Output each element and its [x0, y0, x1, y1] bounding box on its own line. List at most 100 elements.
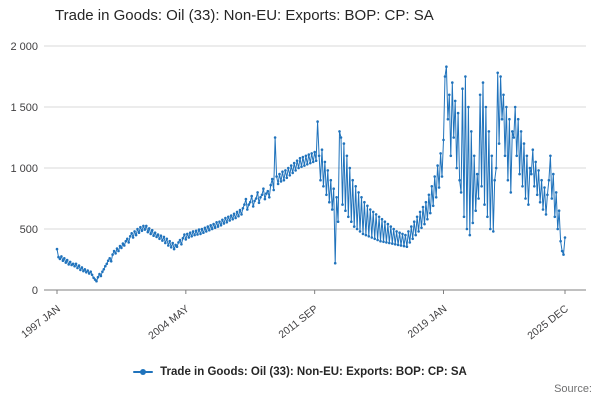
series-marker: [225, 221, 229, 224]
series-marker: [452, 136, 456, 139]
series-marker: [120, 246, 123, 250]
series-marker: [259, 196, 262, 199]
series-marker: [562, 253, 565, 256]
series-marker: [253, 199, 256, 203]
series-marker: [306, 163, 309, 166]
series-marker: [314, 159, 318, 162]
series-marker: [559, 239, 562, 243]
series-marker: [352, 225, 356, 228]
series-marker: [395, 230, 398, 233]
series-marker: [405, 245, 409, 248]
series-marker: [279, 180, 283, 183]
series-marker: [458, 178, 461, 182]
series-marker: [180, 243, 183, 246]
series-marker: [222, 222, 226, 225]
series-marker: [247, 203, 251, 206]
series-marker: [373, 237, 377, 241]
series-marker: [345, 154, 349, 158]
series-marker: [369, 208, 372, 211]
series-marker: [202, 231, 205, 234]
series-marker: [326, 169, 330, 172]
series-marker: [165, 237, 169, 241]
series-marker: [262, 187, 265, 190]
series-marker: [323, 160, 327, 164]
series-marker: [446, 117, 450, 121]
series-marker: [534, 160, 537, 164]
series-marker: [453, 99, 457, 103]
series-marker: [98, 272, 101, 276]
series-marker: [408, 241, 412, 244]
series-marker: [527, 203, 530, 206]
series-marker: [537, 169, 540, 172]
y-axis-tick-label: 1 500: [10, 102, 38, 114]
series-marker: [374, 213, 378, 216]
series-marker: [106, 259, 110, 263]
series-marker: [188, 231, 192, 234]
series-marker: [376, 238, 379, 242]
series-marker: [449, 154, 453, 158]
series-marker: [556, 227, 559, 231]
series-marker: [121, 242, 125, 245]
series-marker: [227, 215, 230, 219]
series-marker: [429, 211, 432, 215]
series-marker: [380, 217, 384, 221]
series-marker: [240, 213, 243, 216]
series-marker: [319, 178, 322, 182]
series-marker: [187, 236, 191, 239]
series-marker: [366, 204, 369, 208]
series-marker: [461, 87, 464, 90]
series-marker: [161, 239, 164, 242]
series-marker: [243, 203, 246, 206]
series-marker: [424, 200, 428, 204]
series-marker: [423, 222, 426, 226]
series-marker: [477, 197, 480, 200]
series-marker: [552, 172, 555, 176]
series-marker: [172, 247, 176, 251]
legend-item[interactable]: Trade in Goods: Oil (33): Non-EU: Export…: [133, 366, 467, 378]
series-marker: [219, 224, 223, 227]
series-marker: [363, 200, 366, 204]
series-marker: [167, 244, 170, 247]
series-marker: [335, 196, 338, 199]
series-line: [56, 66, 566, 282]
series-marker: [506, 178, 510, 182]
series-marker: [190, 235, 193, 238]
series-marker: [427, 193, 431, 197]
series-marker: [391, 242, 394, 245]
series-marker: [339, 136, 343, 139]
series-marker: [511, 130, 514, 133]
series-marker: [287, 166, 290, 170]
x-axis-tick-label: 2004 MAY: [146, 303, 191, 342]
series-marker: [528, 166, 532, 170]
series-marker: [418, 210, 422, 214]
series-marker: [355, 227, 359, 231]
series-marker: [367, 235, 371, 238]
series-marker: [183, 233, 186, 236]
series-marker: [431, 204, 435, 208]
series-marker: [263, 197, 267, 201]
series-marker: [549, 154, 552, 158]
series-marker: [276, 182, 280, 186]
series-marker: [278, 172, 281, 176]
series-marker: [543, 186, 546, 189]
series-marker: [174, 243, 177, 247]
series-marker: [184, 238, 188, 241]
series-marker: [193, 233, 196, 237]
series-marker: [490, 154, 494, 158]
series-marker: [61, 259, 65, 263]
series-marker: [133, 230, 136, 233]
series-marker: [456, 111, 460, 115]
series-marker: [522, 142, 526, 145]
series-marker: [472, 154, 476, 158]
series-marker: [415, 215, 419, 219]
series-marker: [169, 246, 173, 249]
series-marker: [158, 237, 161, 241]
series-marker: [162, 235, 166, 239]
series-marker: [275, 175, 278, 178]
chart-title: Trade in Goods: Oil (33): Non-EU: Export…: [55, 7, 434, 24]
series-marker: [92, 276, 95, 280]
series-marker: [145, 224, 148, 228]
series-marker: [79, 268, 82, 272]
series-marker: [140, 229, 144, 233]
